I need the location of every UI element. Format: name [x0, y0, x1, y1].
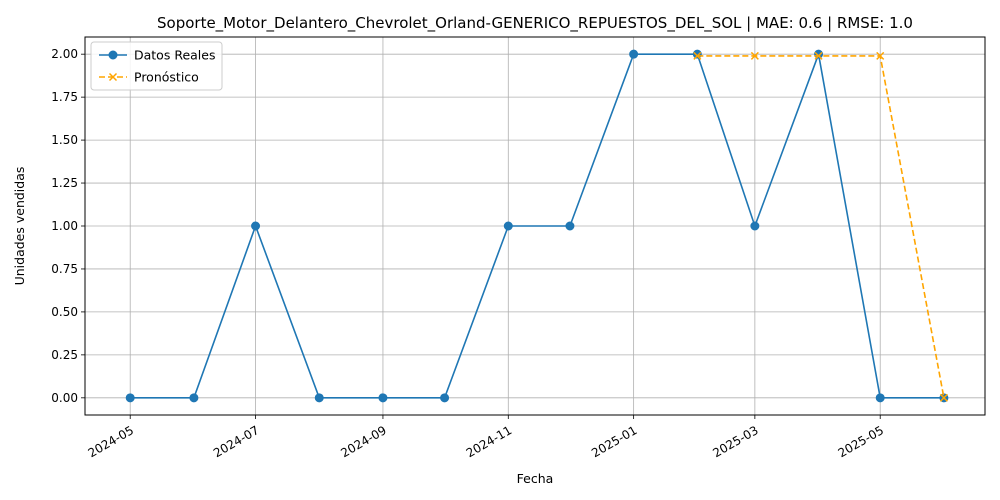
- data-point-datos-reales: [440, 393, 450, 403]
- series-datos-reales: [125, 49, 949, 403]
- marker-x-stroke: [108, 72, 118, 82]
- data-point-pronostico: [876, 51, 885, 60]
- x-axis-title: Fecha: [517, 471, 554, 486]
- x-tick-label: 2025-01: [589, 423, 639, 460]
- y-tick-label: 0.75: [51, 262, 78, 276]
- y-axis-title: Unidades vendidas: [12, 167, 27, 286]
- legend-label: Pronóstico: [134, 70, 199, 85]
- legend-marker: [108, 72, 118, 82]
- y-tick-label: 0.25: [51, 348, 78, 362]
- data-point-datos-reales: [503, 221, 513, 231]
- data-point-datos-reales: [629, 49, 639, 59]
- marker-x-stroke: [939, 393, 948, 402]
- data-point-datos-reales: [875, 393, 885, 403]
- marker-x-stroke: [876, 51, 885, 60]
- y-tick-label: 1.75: [51, 90, 78, 104]
- marker-x-stroke: [693, 51, 702, 60]
- data-point-datos-reales: [125, 393, 135, 403]
- marker-x-stroke: [814, 51, 823, 60]
- y-tick-label: 1.50: [51, 133, 78, 147]
- legend-marker: [108, 50, 118, 60]
- series-line-datos-reales: [130, 51, 944, 399]
- legend: Datos Reales Pronóstico: [90, 41, 223, 91]
- series-pronostico: [693, 51, 948, 402]
- x-tick-label: 2024-07: [211, 423, 261, 460]
- data-point-datos-reales: [692, 49, 702, 59]
- x-tick-label: 2024-09: [338, 423, 388, 460]
- x-tick-label: 2025-03: [710, 423, 760, 460]
- data-point-datos-reales: [750, 221, 760, 231]
- data-point-datos-reales: [314, 393, 324, 403]
- y-tick-label: 1.00: [51, 219, 78, 233]
- marker-x-stroke: [750, 51, 759, 60]
- legend-label: Datos Reales: [134, 48, 215, 63]
- y-tick-label: 2.00: [51, 47, 78, 61]
- legend-box: [90, 41, 223, 91]
- y-tick-label: 1.25: [51, 176, 78, 190]
- data-point-datos-reales: [189, 393, 199, 403]
- chart-title: Soporte_Motor_Delantero_Chevrolet_Orland…: [157, 14, 913, 33]
- data-point-datos-reales: [378, 393, 388, 403]
- data-point-pronostico: [814, 51, 823, 60]
- series-line-pronostico: [697, 55, 945, 398]
- data-point-pronostico: [693, 51, 702, 60]
- data-point-pronostico: [939, 393, 948, 402]
- data-point-datos-reales: [814, 49, 824, 59]
- x-tick-label: 2025-05: [836, 423, 886, 460]
- data-point-pronostico: [750, 51, 759, 60]
- data-point-datos-reales: [565, 221, 575, 231]
- x-tick-label: 2024-11: [464, 423, 514, 460]
- x-tick-label: 2024-05: [86, 423, 136, 460]
- series-layer: [125, 49, 949, 403]
- y-tick-label: 0.50: [51, 305, 78, 319]
- y-tick-label: 0.00: [51, 391, 78, 405]
- data-point-datos-reales: [251, 221, 261, 231]
